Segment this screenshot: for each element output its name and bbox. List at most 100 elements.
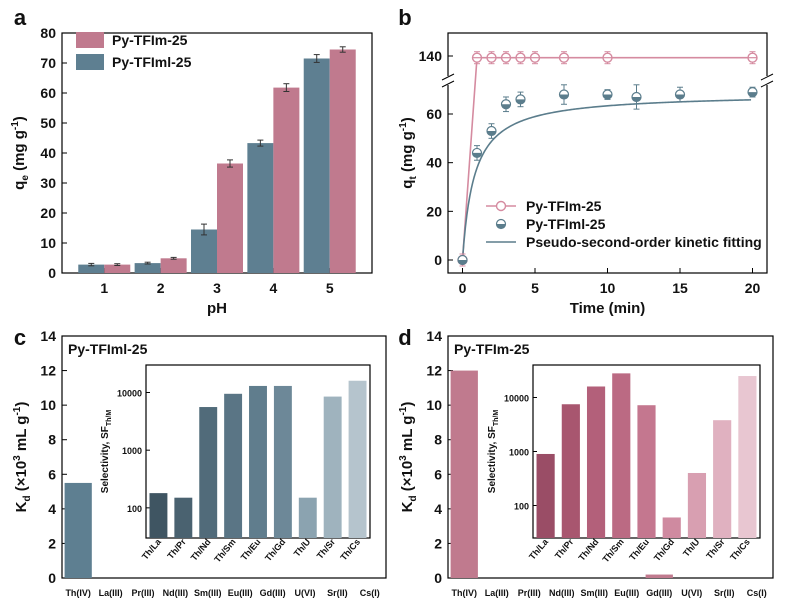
panel-a-xlabel: pH	[207, 300, 227, 317]
panel-b-legend-marker-slate-half	[496, 224, 506, 229]
panel-a-ylabel-main: q	[11, 181, 28, 190]
panel-c-inset-bar	[199, 407, 218, 538]
panel-c-xtick-label: Cs(I)	[360, 588, 380, 598]
panel-b-point-slate-half	[632, 96, 641, 102]
panel-c-inset-xtick-label: Th/Cs	[338, 537, 362, 563]
panel-d-inset-bar	[612, 373, 631, 538]
panel-d-xtick-label: Th(IV)	[452, 588, 478, 598]
panel-d-xtick-label: La(III)	[485, 588, 509, 598]
panel-a-ytick-label: 40	[40, 145, 56, 161]
panel-b-xtick-label: 0	[459, 280, 467, 296]
panel-a-xtick-label: 1	[100, 280, 108, 296]
panel-c-ylabel-sup3: 3	[12, 455, 23, 461]
panel-c-inset-bar	[174, 497, 193, 538]
panel-c-ytick-label: 12	[40, 363, 56, 379]
panel-a-bar-slate	[303, 58, 330, 273]
panel-d-inset-bar	[586, 386, 606, 538]
panel-a-ytick-label: 70	[40, 55, 56, 71]
panel-b-ytick-label: 0	[434, 252, 442, 268]
panel-b-legend-marker-pink	[495, 200, 507, 212]
panel-c-letter: c	[14, 325, 26, 350]
panel-b-xtick-label: 15	[672, 280, 688, 296]
panel-a-bar-pink	[160, 258, 187, 273]
panel-d-xtick-label: Sr(II)	[714, 588, 735, 598]
panel-c-inset-ytick-label: 10000	[117, 389, 142, 399]
panel-d-ylabel-sup3: 3	[398, 455, 409, 461]
panel-c-xtick-label: Th(IV)	[65, 588, 91, 598]
panel-c-ylabel: Kd (×103 mL g-1)	[12, 402, 33, 513]
panel-c-ylabel-sub: d	[22, 495, 33, 501]
panel-c-inset-bar	[298, 497, 317, 538]
panel-c-inset-ylabel-main: Selectivity, SF	[100, 426, 111, 493]
panel-d-inset-xtick-label: Th/Cs	[728, 537, 752, 563]
panel-b-xtick-label: 5	[531, 280, 539, 296]
panel-a-legend-label-slate: Py-TFIml-25	[112, 54, 192, 70]
panel-b-point-slate-half	[559, 94, 569, 100]
panel-d-xtick-label: Sm(III)	[580, 588, 608, 598]
panel-b-ytick-label: 40	[426, 155, 442, 171]
panel-d-inset-xtick-label: Th/Gd	[652, 537, 676, 563]
panel-d-inset-xtick-label: Th/U	[681, 537, 702, 559]
panel-d-inset-bar	[687, 472, 707, 538]
panel-a-bar-slate	[134, 263, 161, 273]
panel-b-ylabel-main: q	[399, 180, 416, 189]
panel-d-inset-xtick-label: Th/Eu	[627, 537, 651, 563]
panel-d-inset-ylabel: Selectivity, SFTh/M	[487, 410, 500, 494]
panel-a-ytick-label: 10	[40, 235, 56, 251]
panel-c-inset-bar	[323, 396, 342, 538]
panel-c-inset-bar	[224, 393, 243, 538]
panel-c-ytick-label: 2	[48, 535, 56, 551]
panel-b-point-slate-half	[487, 131, 496, 136]
panel-c-inset-xtick-label: Th/Pr	[165, 536, 188, 560]
panel-a-legend-swatch-pink	[76, 32, 104, 48]
panel-d-inset-bar	[637, 405, 656, 538]
panel-c-xtick-label: Nd(III)	[163, 588, 189, 598]
panel-c-inset-bar	[149, 493, 168, 538]
panel-a-ylabel-unit: (mg g	[11, 130, 28, 175]
panel-c-ylabel-unit: (×10	[13, 461, 30, 496]
panel-b-point-slate-half	[675, 94, 685, 100]
panel-c-xtick-label: La(III)	[99, 588, 123, 598]
panel-d-inset-ylabel-sub: Th/M	[493, 410, 500, 426]
panel-a-bar-slate	[78, 264, 105, 273]
panel-d-xtick-label: U(VI)	[681, 588, 702, 598]
panel-a-ytick-label: 30	[40, 175, 56, 191]
panel-a-ytick-label: 60	[40, 85, 56, 101]
panel-a-legend-label-pink: Py-TFIm-25	[112, 32, 188, 48]
panel-c-inset-bar	[249, 385, 267, 538]
panel-d-inset-xtick-label: Th/Pr	[553, 536, 576, 560]
panel-c-bar	[64, 482, 92, 578]
panel-b-break-gap-left	[442, 76, 454, 85]
panel-b-line-pink	[461, 56, 753, 261]
panel-a-bar-slate	[191, 229, 217, 273]
panel-a-bar-slate	[247, 143, 274, 273]
panel-d-inset-bar	[536, 453, 555, 538]
panel-d-xtick-label: Pr(III)	[518, 588, 541, 598]
panel-d-inset-bar	[738, 376, 757, 538]
panel-a-bar-pink	[329, 49, 356, 273]
panel-b-point-slate-half	[501, 104, 511, 109]
panel-b-break-gap-right	[761, 76, 773, 85]
panel-d-ylabel: Kd (×103 mL g-1)	[398, 402, 419, 513]
panel-c-frame	[61, 335, 387, 579]
panel-c-ytick-label: 10	[40, 397, 56, 413]
panel-a-xtick-label: 4	[269, 280, 277, 296]
panel-c-ylabel-sup: -1	[12, 406, 23, 415]
panel-a-xtick-label: 3	[213, 280, 221, 296]
panel-d-ytick-label: 8	[434, 432, 442, 448]
panel-c-inset-xtick-label: Th/Eu	[239, 537, 263, 563]
panel-d-ylabel-sup: -1	[398, 406, 409, 415]
panel-c-xtick-label: U(VI)	[295, 588, 316, 598]
panel-c-xtick-label: Gd(III)	[260, 588, 286, 598]
panel-d-ytick-label: 4	[434, 501, 442, 517]
panel-b-ylabel-close: )	[399, 117, 416, 122]
panel-c-ytick-label: 0	[48, 570, 56, 586]
panel-d-ylabel-unit2: mL g	[399, 416, 416, 456]
panel-d-inset-xtick-label: Th/Nd	[577, 537, 601, 563]
panel-b-ylabel-unit: (mg g	[399, 131, 416, 176]
panel-b-point-slate-half	[472, 152, 482, 158]
panel-c-title: Py-TFIml-25	[68, 341, 148, 357]
panel-b-ylabel-sup: -1	[398, 122, 409, 131]
panel-d-inset-ylabel-main: Selectivity, SF	[487, 426, 498, 493]
